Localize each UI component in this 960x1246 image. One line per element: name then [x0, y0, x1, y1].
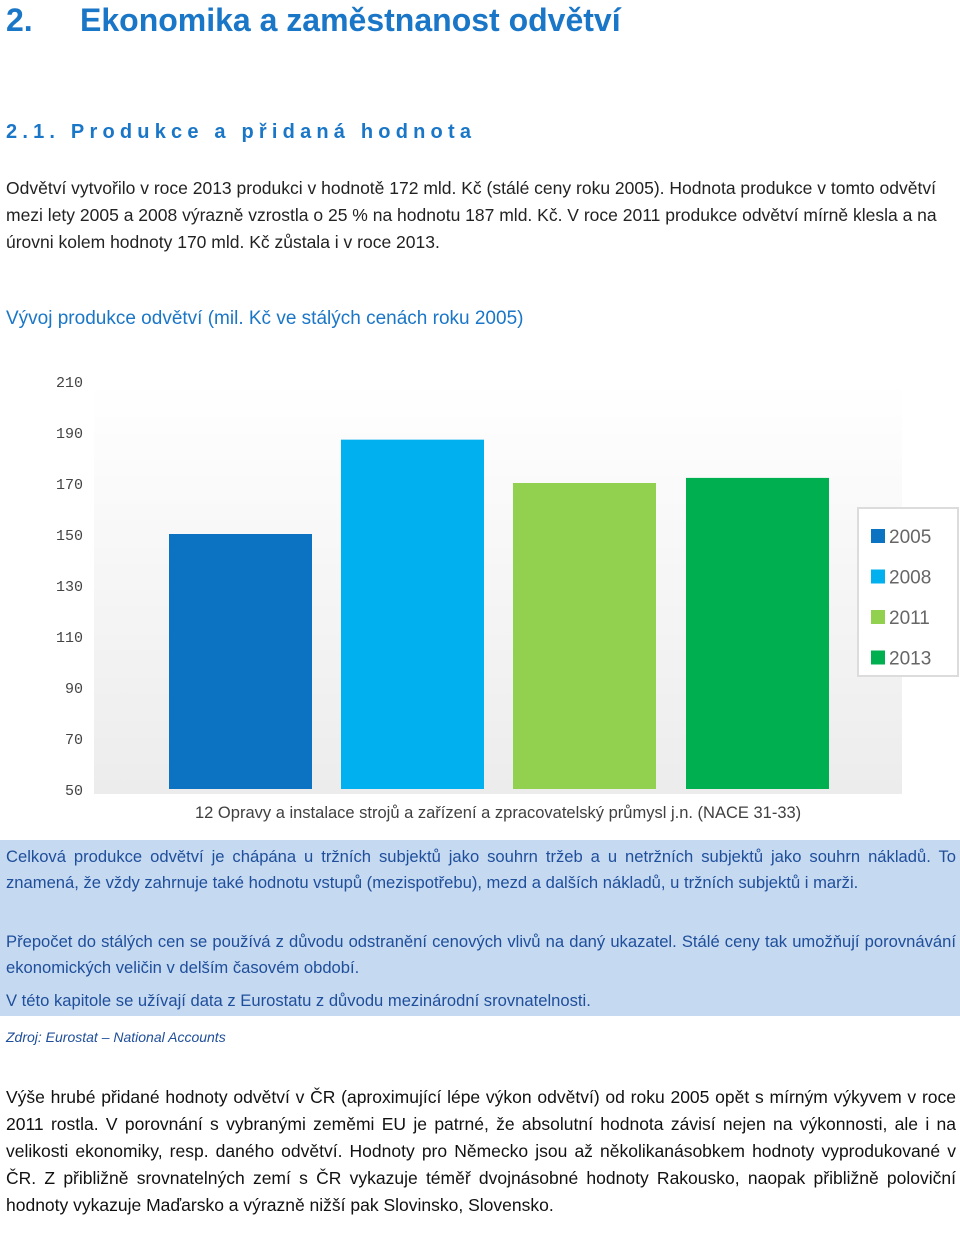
bar-2011: [513, 483, 656, 789]
chapter-heading: 2. Ekonomika a zaměstnanost odvětví: [6, 2, 621, 39]
methodology-note-box: [0, 840, 960, 1016]
section-heading: 2.1. Produkce a přidaná hodnota: [6, 121, 477, 143]
closing-paragraph: Výše hrubé přidané hodnoty odvětví v ČR …: [6, 1087, 956, 1215]
bar-2005: [169, 534, 312, 789]
legend-label-2011: 2011: [889, 608, 930, 629]
y-tick-label: 130: [56, 579, 83, 596]
x-category-label: 12 Opravy a instalace strojů a zařízení …: [195, 804, 801, 822]
source-note: Zdroj: Eurostat – National Accounts: [6, 1029, 226, 1045]
chart-heading: Vývoj produkce odvětví (mil. Kč ve stálý…: [6, 308, 524, 329]
legend-label-2013: 2013: [889, 649, 931, 670]
y-tick-label: 90: [65, 681, 83, 698]
y-tick-label: 190: [56, 426, 83, 443]
legend-swatch-2013: [871, 650, 885, 665]
production-bar-chart: 210 190 170 150 130 110 90 70 50 2005 2008 2011 201…: [56, 375, 959, 822]
bar-group: [169, 439, 829, 789]
y-tick-label: 110: [56, 630, 83, 647]
legend-swatch-2011: [871, 610, 885, 624]
intro-paragraph: Odvětví vytvořilo v roce 2013 produkci v…: [6, 178, 937, 252]
note-paragraph-3: V této kapitole se užívají data z Eurost…: [6, 991, 591, 1010]
y-tick-label: 210: [56, 375, 83, 392]
legend-swatch-2008: [871, 569, 885, 584]
legend-label-2008: 2008: [889, 568, 931, 589]
y-axis: 210 190 170 150 130 110 90 70 50: [56, 375, 83, 800]
chapter-number: 2.: [6, 2, 33, 38]
y-tick-label: 150: [56, 528, 83, 545]
legend-label-2005: 2005: [889, 527, 931, 548]
bar-2013: [686, 477, 829, 789]
legend-swatch-2005: [871, 529, 885, 543]
chapter-title: Ekonomika a zaměstnanost odvětví: [80, 2, 621, 38]
y-tick-label: 170: [56, 477, 83, 494]
bar-2008: [341, 439, 484, 789]
note-paragraph-1: Celková produkce odvětví je chápána u tr…: [6, 847, 956, 892]
legend: 2005 2008 2011 2013: [857, 507, 959, 677]
y-tick-label: 50: [65, 783, 83, 800]
y-tick-label: 70: [65, 732, 83, 749]
note-paragraph-2: Přepočet do stálých cen se používá z dův…: [6, 932, 956, 977]
